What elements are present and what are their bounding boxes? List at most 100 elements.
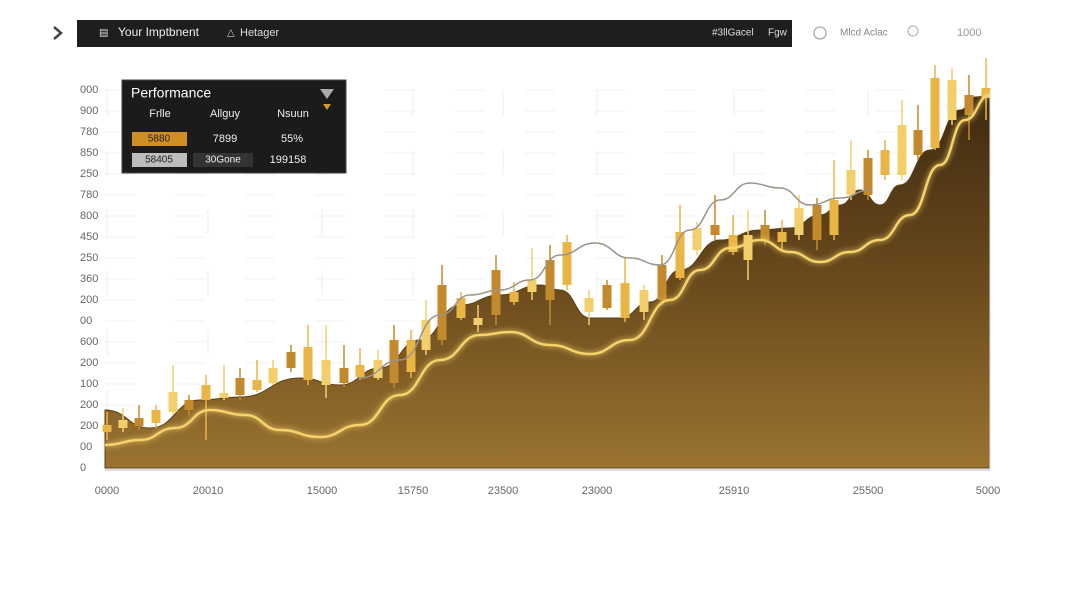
y-tick-label: 100 (80, 378, 98, 390)
candle-body (913, 130, 923, 155)
candle-body (602, 285, 612, 308)
x-tick-label: 15750 (398, 485, 429, 497)
candle-body (456, 298, 466, 318)
performance-panel: Performance Frlle Allguy Nsuun 5880 7899… (121, 79, 347, 174)
candle-body (373, 360, 383, 378)
y-tick-label: 200 (80, 399, 98, 411)
candle-body (268, 368, 278, 383)
panel-header: Frlle (149, 108, 170, 120)
candle-body (473, 318, 483, 325)
x-tick-label: 23000 (582, 485, 613, 497)
y-tick-label: 00 (80, 441, 92, 453)
cell: 199158 (270, 154, 307, 166)
candle-body (584, 298, 594, 312)
candle-body (897, 125, 907, 175)
candle-body (964, 95, 974, 115)
cell: 30Gone (205, 155, 241, 166)
y-tick-label: 250 (80, 168, 98, 180)
area (104, 94, 991, 469)
menu[interactable]: Hetager (240, 27, 279, 39)
y-tick-label: 0 (80, 462, 86, 474)
candle-body (710, 225, 720, 235)
toolbar (77, 20, 792, 47)
cell: 7899 (213, 133, 237, 145)
candle-body (184, 400, 194, 410)
cell-badge (132, 153, 187, 167)
y-tick-label: 850 (80, 147, 98, 159)
candle-body (437, 285, 447, 340)
dropdown-icon[interactable] (320, 89, 334, 99)
candle-body (639, 290, 649, 312)
y-tick-label: 200 (80, 294, 98, 306)
x-tick-label: 20010 (193, 485, 224, 497)
candle-body (675, 232, 685, 278)
candle-body (118, 420, 128, 428)
panel-title: Performance (131, 85, 211, 101)
candle-body (151, 410, 161, 423)
candle-body (981, 88, 991, 98)
y-tick-label: 780 (80, 189, 98, 201)
candle-body (134, 418, 144, 426)
candle-body (863, 158, 873, 195)
candle-body (321, 360, 331, 385)
y-tick-label: 800 (80, 210, 98, 222)
candle-body (235, 378, 245, 395)
candle-body (339, 368, 349, 383)
candle-body (777, 232, 787, 242)
panel-header: Nsuun (277, 108, 309, 120)
trend-line (104, 93, 991, 447)
candle-body (620, 283, 630, 318)
toolbar-title[interactable]: Your Imptbnent (118, 25, 200, 39)
cell-badge (132, 132, 187, 146)
dropdown-marker (323, 104, 331, 110)
y-tick-label: 200 (80, 357, 98, 369)
y-tick-label: 200 (80, 420, 98, 432)
candle-body (491, 270, 501, 315)
count: 1000 (957, 27, 981, 39)
candle-body (880, 150, 890, 175)
candle-body (527, 280, 537, 292)
candle-body (252, 380, 262, 390)
candle-body (406, 340, 416, 372)
x-tick-label: 0000 (95, 485, 119, 497)
candle-body (947, 80, 957, 120)
toolbar-icon: ▤ (99, 28, 108, 39)
plot-area (102, 58, 991, 471)
mode[interactable]: Mlcd Aclac (840, 28, 888, 39)
x-tick-label: 15000 (307, 485, 338, 497)
candle-body (794, 208, 804, 235)
tab[interactable]: Fgw (768, 28, 788, 39)
candle-body (829, 200, 839, 235)
candle-body (760, 225, 770, 240)
candle-body (930, 78, 940, 148)
x-tick-label: 25500 (853, 485, 884, 497)
back-chevron[interactable] (53, 26, 63, 40)
cell: 58405 (145, 155, 173, 166)
settings-icon[interactable] (813, 26, 827, 40)
search-icon[interactable] (907, 25, 919, 37)
trend-line (359, 182, 871, 379)
candle-body (168, 392, 178, 412)
cell-badge (193, 153, 253, 167)
candle-body (545, 260, 555, 300)
menu-icon: △ (227, 28, 235, 39)
y-tick-label: 250 (80, 252, 98, 264)
y-tick-label: 600 (80, 336, 98, 348)
candle-body (728, 235, 738, 252)
candle-body (657, 265, 667, 300)
candle-body (509, 292, 519, 302)
candle-body (812, 205, 822, 240)
candle-body (303, 347, 313, 380)
y-tick-label: 900 (80, 105, 98, 117)
tab[interactable]: #3llGacel (712, 28, 754, 39)
y-tick-label: 00 (80, 315, 92, 327)
cell: 55% (281, 133, 303, 145)
y-tick-label: 000 (80, 84, 98, 96)
candle-body (102, 425, 112, 432)
candle-body (355, 365, 365, 377)
x-tick-label: 23500 (488, 485, 519, 497)
y-tick-label: 450 (80, 231, 98, 243)
candle-body (286, 352, 296, 368)
